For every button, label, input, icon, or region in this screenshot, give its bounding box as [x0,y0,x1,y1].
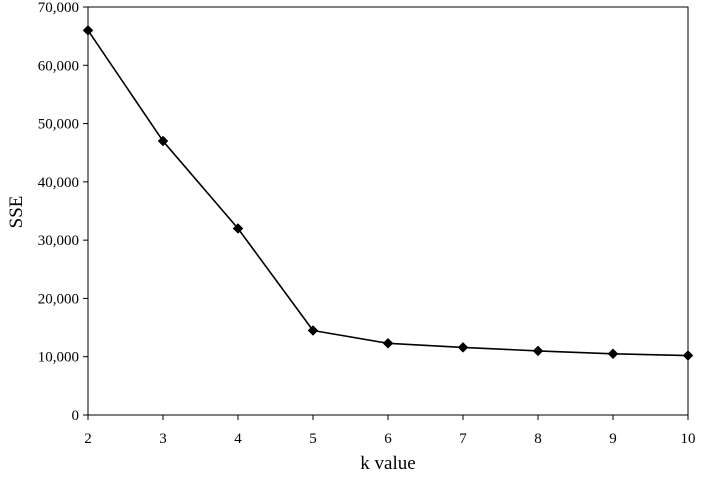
x-tick-label: 8 [534,431,542,447]
data-point-marker [157,135,169,147]
series-layer [82,24,694,361]
x-tick-label: 5 [309,431,317,447]
x-axis-title: k value [360,453,415,474]
data-point-marker [82,24,94,36]
y-tick-label: 40,000 [38,175,79,191]
x-tick-label: 3 [159,431,167,447]
series-line [87,29,689,357]
y-tick-label: 60,000 [38,58,79,74]
y-axis-title: SSE [6,196,27,229]
y-tick-label: 30,000 [38,233,79,249]
ticks-layer: 0 10,000 20,000 30,000 40,000 50,000 60,000 70,… [38,0,696,447]
x-tick-label: 2 [84,431,92,447]
data-point-marker [382,337,394,349]
titles-layer: k value SSE [6,196,416,474]
x-tick-label: 7 [459,431,467,447]
x-tick-label: 9 [609,431,617,447]
x-tick-label: 6 [384,431,392,447]
data-point-marker [532,345,544,357]
data-point-marker [307,325,319,336]
x-tick-label: 4 [234,431,242,447]
data-point-marker [457,342,469,353]
y-tick-label: 70,000 [38,0,79,16]
y-tick-label: 10,000 [38,350,79,366]
x-tick-label: 10 [681,431,696,447]
data-point-marker [607,348,619,360]
y-tick-label: 50,000 [38,117,79,133]
data-point-marker [232,223,244,234]
y-tick-label: 0 [72,408,80,424]
y-tick-label: 20,000 [38,291,79,307]
data-point-marker [682,350,694,361]
